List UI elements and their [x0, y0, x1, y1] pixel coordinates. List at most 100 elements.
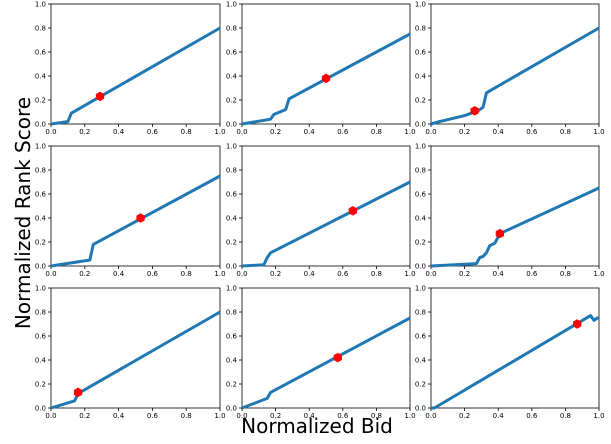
- y-tick-label: 1.0: [415, 1, 426, 9]
- x-tick-label: 1.0: [214, 412, 225, 420]
- y-tick-label: 1.0: [415, 285, 426, 293]
- y-tick-label: 0.6: [226, 49, 238, 57]
- x-tick-label: 0.4: [113, 270, 125, 278]
- subplot-7: 0.0 0.2 0.4 0.6 0.8 1.0 0.0 0.2 0.4 0.6 0.8 1.0: [35, 285, 226, 421]
- series-line: [241, 316, 411, 410]
- x-tick-label: 0.8: [560, 270, 571, 278]
- axes-frame: [241, 287, 411, 409]
- y-tick-label: 0.6: [35, 333, 47, 341]
- x-tick-label: 0.4: [304, 412, 316, 420]
- x-tick-label: 1.0: [404, 128, 415, 136]
- x-tick-label: 0.8: [560, 128, 571, 136]
- y-axis-title: Normalized Rank Score: [11, 97, 35, 329]
- x-tick-label: 0.4: [113, 128, 125, 136]
- x-tick-label: 0.0: [425, 412, 436, 420]
- y-tick-label: 1.0: [35, 1, 46, 9]
- subplot-2: 0.0 0.2 0.4 0.6 0.8 1.0 0.0 0.2 0.4 0.6 0.8 1.0: [226, 1, 416, 137]
- y-tick-label: 0.4: [415, 73, 427, 81]
- y-tick-label: 0.4: [35, 357, 47, 365]
- y-tick-label: 0.8: [226, 309, 237, 317]
- series-line: [50, 26, 221, 126]
- y-tick-label: 0.2: [35, 97, 46, 105]
- y-tick-label: 0.6: [415, 191, 427, 199]
- y-tick-label: 0.8: [226, 167, 237, 175]
- data-point-marker: [470, 106, 479, 116]
- axes-frame: [50, 287, 221, 409]
- data-point-marker: [573, 319, 582, 329]
- y-tick-label: 1.0: [226, 285, 237, 293]
- subplot-4: 0.0 0.2 0.4 0.6 0.8 1.0 0.0 0.2 0.4 0.6 0.8 1.0: [35, 143, 226, 279]
- y-tick-label: 0.0: [226, 263, 237, 271]
- y-tick-label: 0.6: [35, 191, 47, 199]
- x-tick-label: 0.8: [560, 412, 571, 420]
- x-tick-label: 0.2: [270, 128, 281, 136]
- y-tick-label: 0.0: [226, 405, 237, 413]
- x-tick-label: 0.6: [337, 412, 349, 420]
- data-point-marker: [495, 228, 505, 239]
- y-tick-label: 0.0: [226, 121, 237, 129]
- axes-frame: [50, 145, 221, 267]
- y-tick-label: 0.0: [35, 405, 46, 413]
- x-tick-label: 0.8: [371, 270, 382, 278]
- y-tick-label: 1.0: [35, 285, 46, 293]
- y-tick-label: 0.2: [415, 381, 426, 389]
- x-tick-label: 0.6: [147, 128, 159, 136]
- y-tick-label: 0.0: [35, 121, 46, 129]
- series-line: [50, 174, 221, 268]
- y-tick-label: 0.6: [226, 191, 238, 199]
- x-tick-label: 0.8: [181, 412, 192, 420]
- x-tick-label: 0.2: [459, 128, 470, 136]
- x-tick-label: 0.6: [526, 270, 538, 278]
- x-tick-label: 0.2: [79, 270, 90, 278]
- y-tick-label: 0.2: [415, 239, 426, 247]
- x-tick-label: 0.0: [45, 128, 56, 136]
- x-tick-label: 1.0: [593, 412, 604, 420]
- x-tick-label: 0.2: [459, 412, 470, 420]
- series-line: [241, 180, 411, 268]
- x-tick-label: 0.0: [425, 270, 436, 278]
- x-tick-label: 1.0: [404, 270, 415, 278]
- x-tick-label: 1.0: [214, 270, 225, 278]
- x-tick-label: 0.6: [147, 412, 159, 420]
- subplot-8: 0.0 0.2 0.4 0.6 0.8 1.0 0.0 0.2 0.4 0.6 0.8 1.0: [226, 285, 416, 421]
- x-tick-label: 0.8: [181, 128, 192, 136]
- x-tick-label: 0.8: [371, 128, 382, 136]
- x-tick-label: 0.4: [493, 128, 505, 136]
- x-tick-label: 0.6: [147, 270, 159, 278]
- x-tick-label: 0.2: [459, 270, 470, 278]
- x-tick-label: 0.4: [493, 412, 505, 420]
- y-tick-label: 0.0: [35, 263, 46, 271]
- y-tick-label: 0.8: [35, 25, 46, 33]
- y-tick-label: 0.2: [226, 97, 237, 105]
- subplot-5: 0.0 0.2 0.4 0.6 0.8 1.0 0.0 0.2 0.4 0.6 0.8 1.0: [226, 143, 416, 279]
- series-line: [431, 314, 599, 410]
- series-line: [430, 186, 600, 268]
- data-point-marker: [333, 352, 342, 363]
- y-tick-label: 0.2: [226, 239, 237, 247]
- x-tick-label: 1.0: [404, 412, 415, 420]
- y-tick-label: 0.2: [35, 239, 46, 247]
- x-tick-label: 0.0: [236, 412, 247, 420]
- y-tick-label: 0.0: [415, 405, 426, 413]
- x-tick-label: 0.0: [236, 128, 247, 136]
- axes-frame: [241, 3, 411, 125]
- x-tick-label: 0.4: [113, 412, 125, 420]
- data-point-marker: [136, 213, 145, 223]
- y-tick-label: 0.4: [415, 357, 427, 365]
- series-line: [50, 310, 221, 410]
- y-tick-label: 1.0: [226, 143, 237, 151]
- x-tick-label: 0.2: [79, 128, 90, 136]
- y-tick-label: 0.4: [35, 215, 47, 223]
- x-tick-label: 0.0: [45, 412, 56, 420]
- x-tick-label: 0.6: [337, 128, 349, 136]
- x-tick-label: 1.0: [214, 128, 225, 136]
- y-tick-label: 0.8: [415, 167, 426, 175]
- x-tick-label: 0.8: [181, 270, 192, 278]
- axes-frame: [241, 145, 411, 267]
- y-tick-label: 0.4: [226, 357, 238, 365]
- series-line: [430, 26, 600, 126]
- x-tick-label: 0.0: [236, 270, 247, 278]
- y-tick-label: 0.0: [415, 263, 426, 271]
- subplot-1: 0.0 0.2 0.4 0.6 0.8 1.0 0.0 0.2 0.4 0.6 0.8 1.0: [35, 1, 226, 137]
